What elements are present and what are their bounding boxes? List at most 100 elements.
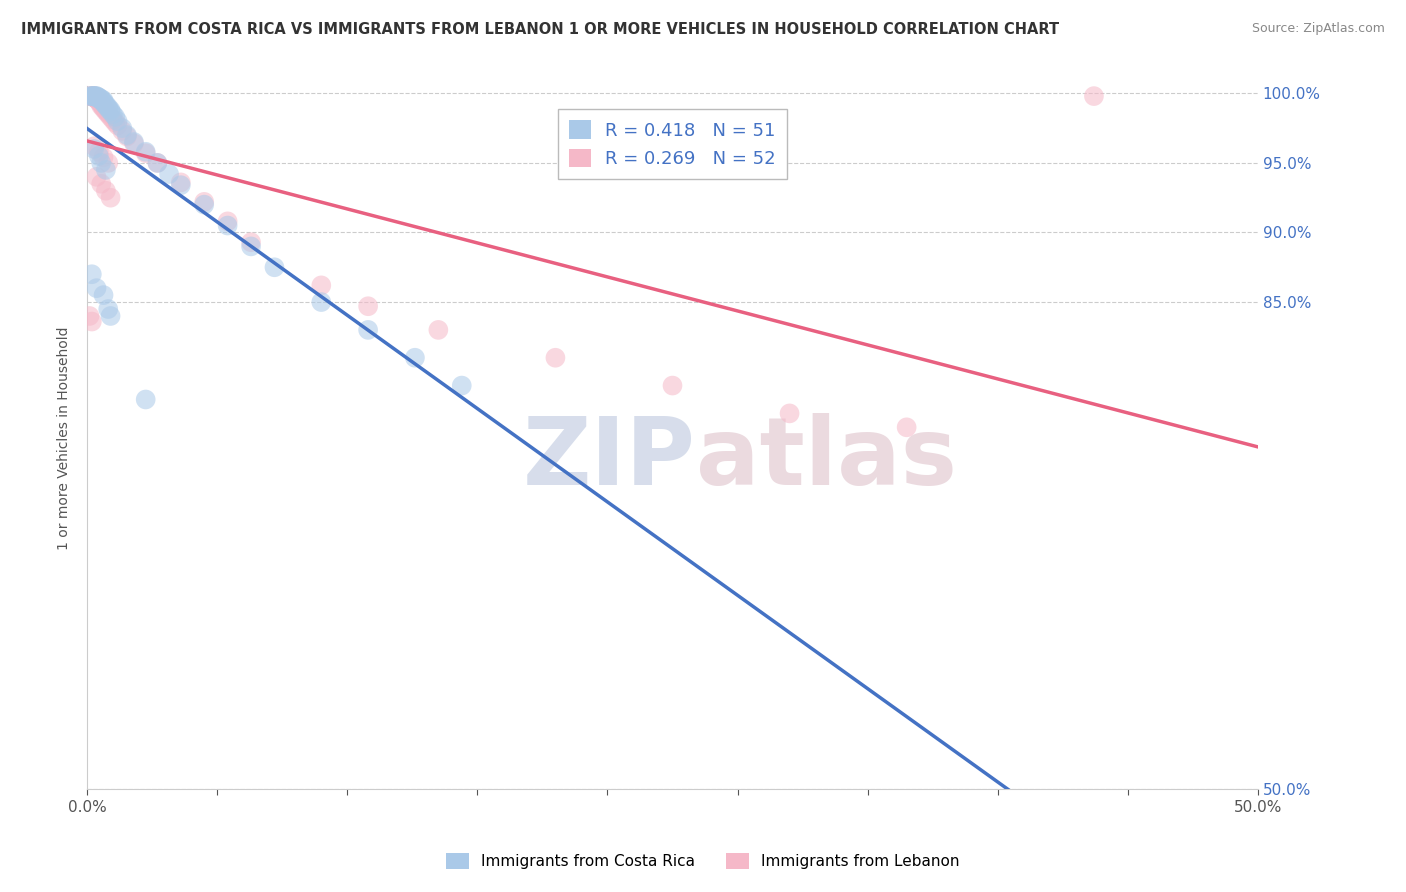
Point (263, 260, 285, 275)
Point (404, 351, 426, 365)
Point (311, 278, 333, 293)
Point (97, 105, 120, 120)
Point (87, 93, 110, 107)
Point (83, 142, 105, 156)
Point (90, 156, 112, 170)
Text: IMMIGRANTS FROM COSTA RICA VS IMMIGRANTS FROM LEBANON 1 OR MORE VEHICLES IN HOUS: IMMIGRANTS FROM COSTA RICA VS IMMIGRANTS… (21, 22, 1059, 37)
Point (87, 90, 110, 104)
Point (87, 145, 110, 159)
Point (90, 92, 112, 106)
Point (104, 115, 127, 129)
Legend: Immigrants from Costa Rica, Immigrants from Lebanon: Immigrants from Costa Rica, Immigrants f… (440, 847, 966, 875)
Point (79, 89, 101, 103)
Point (427, 323, 450, 337)
Point (135, 392, 157, 407)
Point (83, 89, 105, 103)
Point (896, 420, 918, 434)
Point (1083, 89, 1105, 103)
Y-axis label: 1 or more Vehicles in Household: 1 or more Vehicles in Household (58, 326, 72, 549)
Point (122, 135, 145, 149)
Point (94, 103, 117, 117)
Point (100, 191, 122, 205)
Point (83, 139, 105, 153)
Point (94, 162, 117, 177)
Point (86, 90, 108, 104)
Point (86, 92, 108, 106)
Point (111, 124, 134, 138)
Point (107, 119, 129, 133)
Point (100, 309, 122, 323)
Point (661, 378, 683, 392)
Point (87, 149, 110, 163)
Point (80, 314, 103, 328)
Point (240, 235, 263, 250)
Point (97, 107, 120, 121)
Point (94, 104, 117, 119)
Point (80, 267, 103, 281)
Point (93, 95, 115, 109)
Point (122, 136, 145, 151)
Point (240, 239, 263, 253)
Point (146, 156, 169, 170)
Point (111, 121, 134, 136)
Point (101, 107, 124, 121)
Point (93, 102, 115, 116)
Point (311, 295, 333, 310)
Point (779, 406, 801, 420)
Point (135, 146, 157, 161)
Point (97, 100, 120, 114)
Point (135, 145, 157, 159)
Point (80, 89, 103, 103)
Point (79, 89, 101, 103)
Point (357, 299, 380, 313)
Point (86, 89, 108, 103)
Legend: R = 0.418   N = 51, R = 0.269   N = 52: R = 0.418 N = 51, R = 0.269 N = 52 (558, 110, 787, 178)
Point (83, 90, 105, 104)
Point (115, 129, 138, 144)
Point (100, 103, 122, 117)
Point (87, 95, 110, 109)
Point (86, 90, 108, 104)
Point (357, 323, 380, 337)
Point (83, 90, 105, 104)
Point (115, 128, 138, 142)
Point (90, 99, 112, 113)
Point (80, 89, 103, 103)
Point (450, 378, 472, 392)
Point (97, 301, 120, 316)
Point (100, 110, 122, 124)
Point (83, 89, 105, 103)
Point (170, 178, 193, 193)
Point (170, 175, 193, 189)
Point (101, 112, 124, 127)
Point (90, 177, 112, 191)
Point (90, 97, 112, 112)
Point (86, 92, 108, 106)
Point (100, 104, 122, 119)
Point (80, 89, 103, 103)
Point (90, 93, 112, 107)
Point (217, 219, 239, 233)
Point (107, 114, 129, 128)
Point (86, 89, 108, 103)
Point (193, 197, 215, 211)
Point (83, 89, 105, 103)
Point (86, 281, 108, 295)
Text: ZIP: ZIP (523, 413, 696, 505)
Point (83, 89, 105, 103)
Point (86, 169, 108, 184)
Point (217, 214, 239, 228)
Text: atlas: atlas (696, 413, 957, 505)
Point (87, 93, 110, 107)
Point (104, 110, 127, 124)
Point (94, 99, 117, 113)
Point (93, 96, 115, 111)
Point (94, 184, 117, 198)
Point (80, 89, 103, 103)
Point (79, 309, 101, 323)
Point (94, 97, 117, 112)
Text: Source: ZipAtlas.com: Source: ZipAtlas.com (1251, 22, 1385, 36)
Point (93, 100, 115, 114)
Point (93, 150, 115, 164)
Point (146, 156, 169, 170)
